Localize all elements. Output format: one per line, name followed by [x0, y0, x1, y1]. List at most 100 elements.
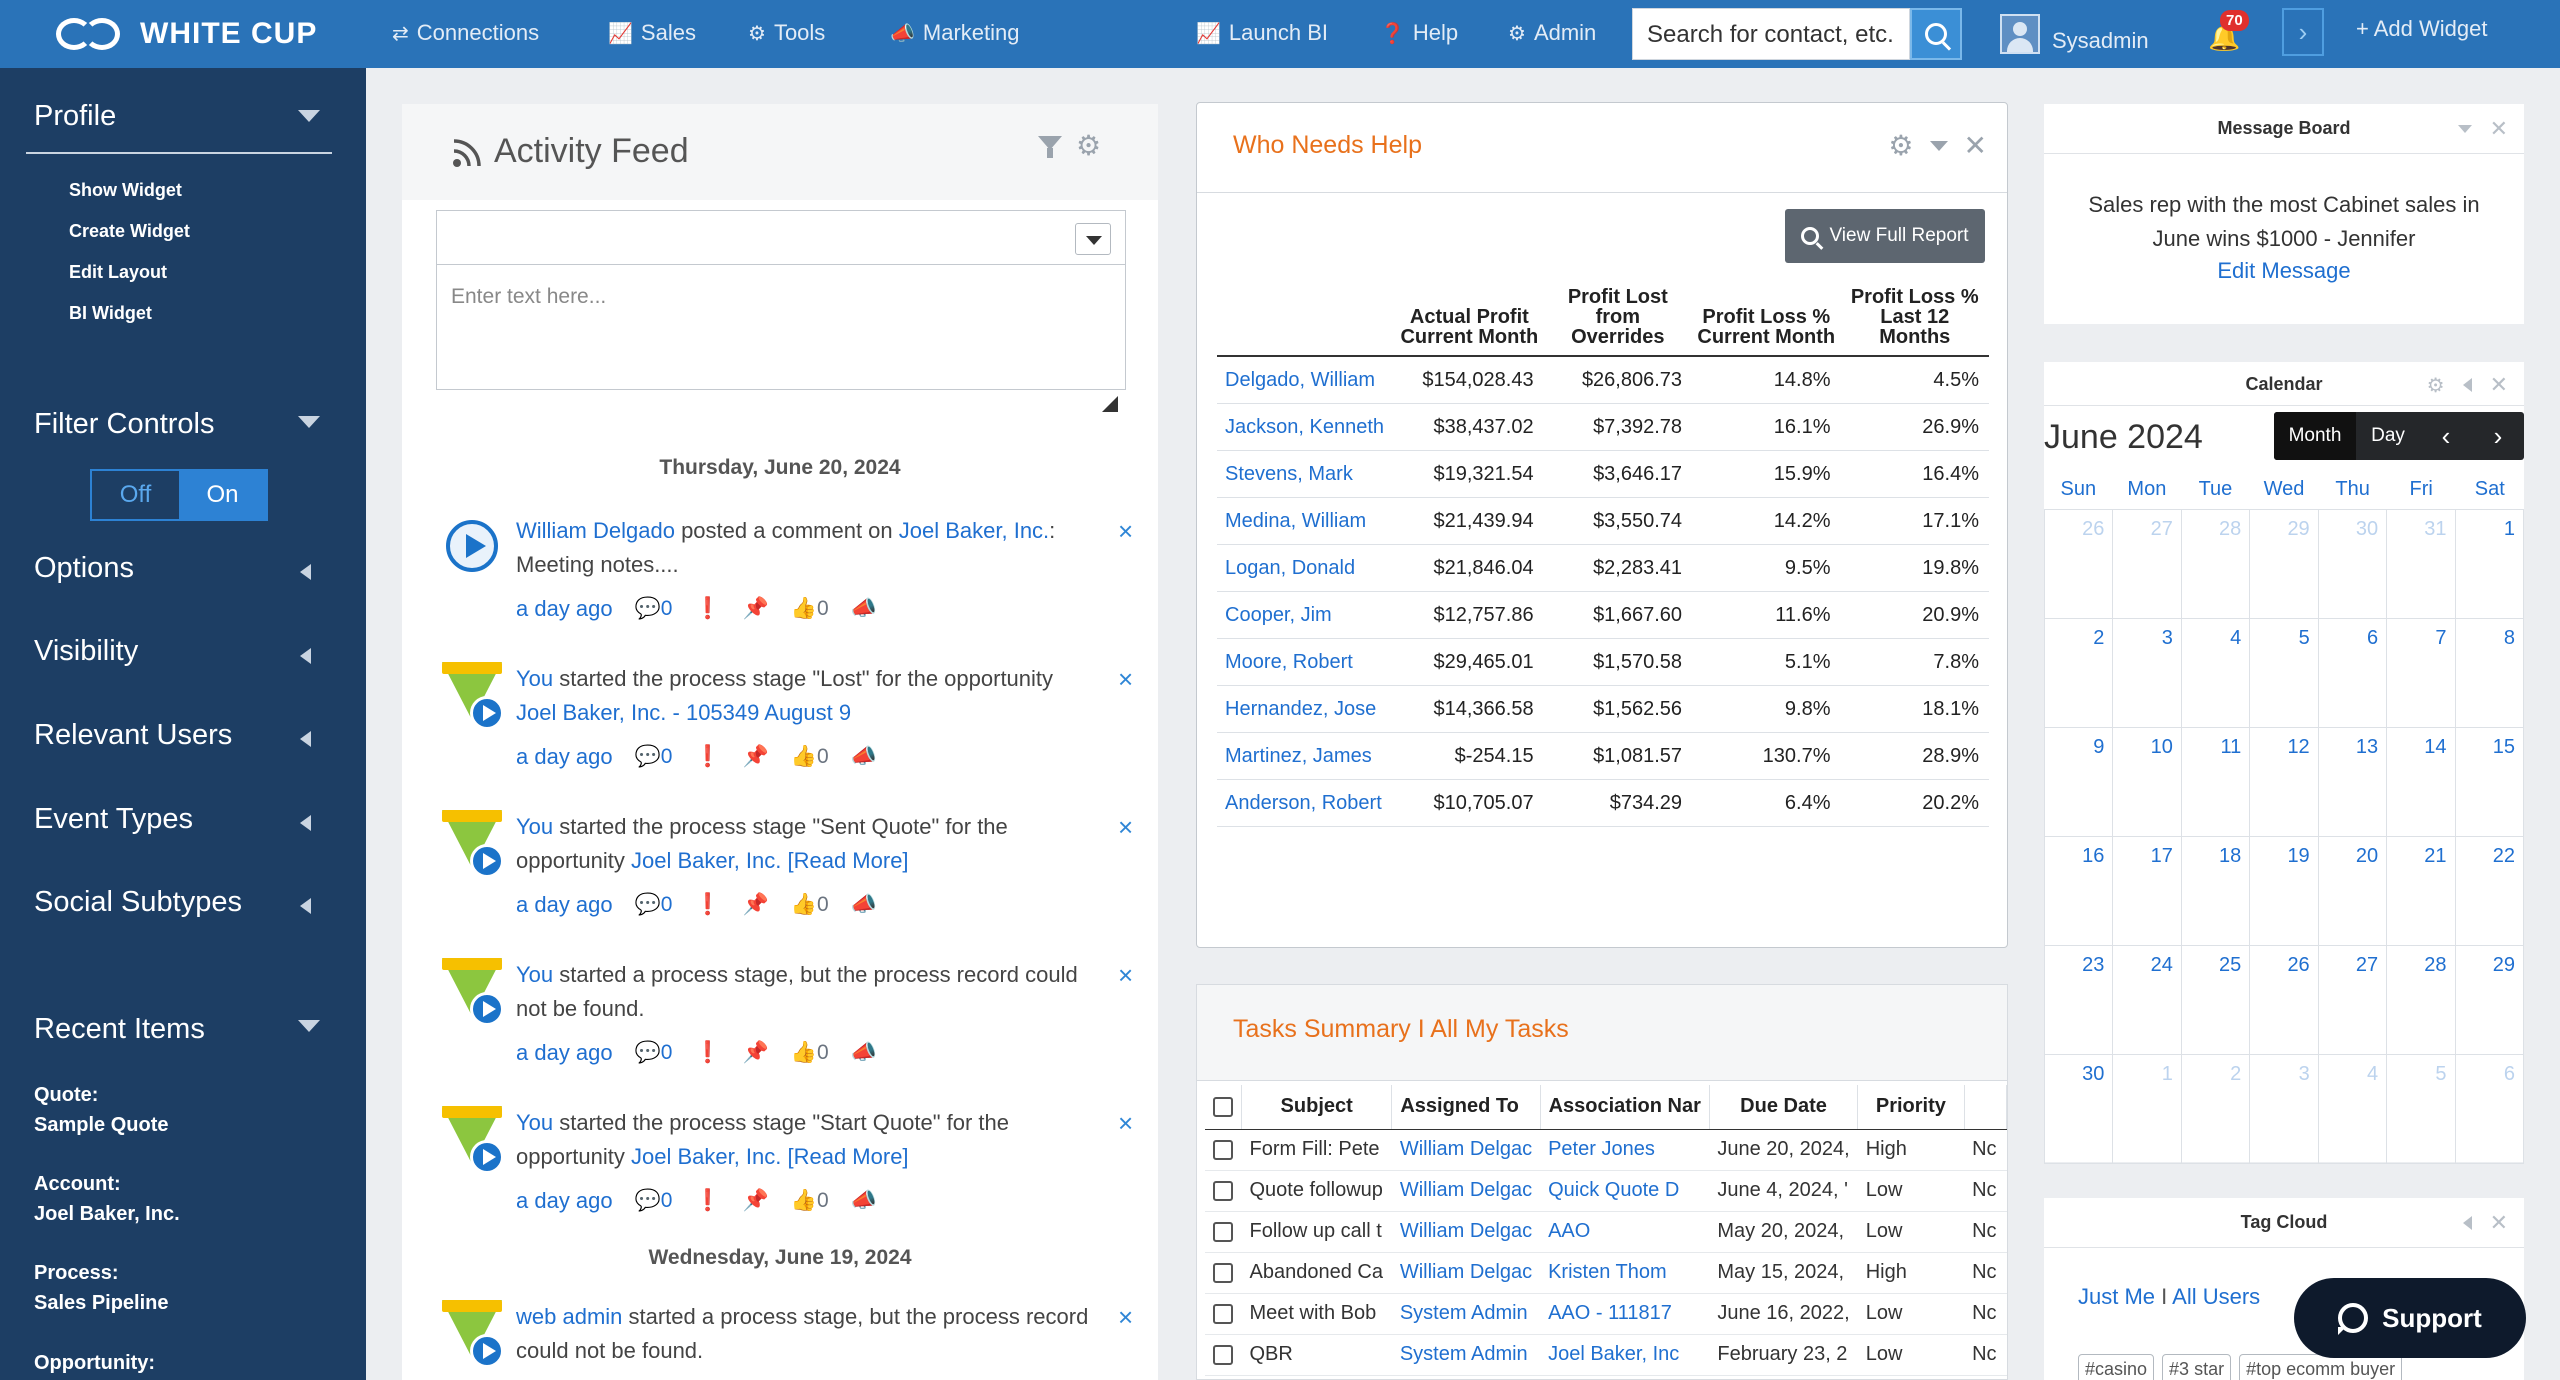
- calendar-day-cell[interactable]: 27: [2319, 946, 2388, 1054]
- post-textarea[interactable]: Enter text here...: [436, 264, 1126, 390]
- timestamp[interactable]: a day ago: [516, 744, 613, 769]
- close-icon[interactable]: ✕: [1963, 130, 1987, 161]
- pin-icon[interactable]: 📌: [742, 893, 769, 916]
- calendar-day-cell[interactable]: 10: [2113, 728, 2182, 836]
- pin-icon[interactable]: 📌: [742, 597, 769, 620]
- comment-icon[interactable]: 💬0: [634, 1189, 673, 1212]
- assignee-link[interactable]: William Delgac: [1391, 1252, 1541, 1294]
- megaphone-icon[interactable]: 📣: [850, 597, 877, 620]
- feed-actor-link[interactable]: You: [516, 814, 554, 839]
- timestamp[interactable]: a day ago: [516, 1188, 613, 1213]
- calendar-day-cell[interactable]: 6: [2319, 619, 2388, 727]
- calendar-day-cell[interactable]: 25: [2182, 946, 2251, 1054]
- thumbs-up-icon[interactable]: 👍0: [790, 597, 829, 620]
- recent-item[interactable]: Account: Joel Baker, Inc.: [34, 1173, 180, 1225]
- chevron-right-icon[interactable]: ›: [2282, 8, 2324, 56]
- megaphone-icon[interactable]: 📣: [850, 893, 877, 916]
- rep-name-link[interactable]: Stevens, Mark: [1217, 450, 1396, 498]
- assignee-link[interactable]: System Admin: [1391, 1334, 1541, 1376]
- sidebar-profile-header[interactable]: Profile: [34, 100, 117, 132]
- sidebar-section-relevant-users[interactable]: Relevant Users: [34, 719, 233, 751]
- assignee-link[interactable]: William Delgac: [1391, 1170, 1541, 1212]
- row-checkbox[interactable]: [1205, 1170, 1242, 1212]
- caret-left-icon[interactable]: [300, 898, 311, 914]
- prev-month-button[interactable]: ‹: [2441, 420, 2451, 451]
- feed-actor-link[interactable]: William Delgado: [516, 518, 675, 543]
- close-icon[interactable]: ✕: [2489, 1210, 2508, 1235]
- calendar-day-cell[interactable]: 26: [2044, 510, 2114, 618]
- column-header[interactable]: Due Date: [1709, 1085, 1859, 1130]
- add-widget-button[interactable]: + Add Widget: [2356, 16, 2488, 41]
- nav-tools[interactable]: ⚙ Tools: [748, 20, 826, 45]
- gear-icon[interactable]: ⚙: [2426, 374, 2445, 397]
- megaphone-icon[interactable]: 📣: [850, 745, 877, 768]
- rep-name-link[interactable]: Cooper, Jim: [1217, 591, 1396, 639]
- column-header[interactable]: Subject: [1241, 1085, 1393, 1130]
- edit-message-link[interactable]: Edit Message: [2217, 258, 2351, 283]
- support-button[interactable]: Support: [2294, 1278, 2526, 1358]
- view-full-report-button[interactable]: View Full Report: [1785, 209, 1985, 263]
- calendar-day-cell[interactable]: 28: [2387, 946, 2456, 1054]
- column-header[interactable]: Association Nar: [1540, 1085, 1710, 1130]
- timestamp[interactable]: a day ago: [516, 892, 613, 917]
- sidebar-filter-controls-header[interactable]: Filter Controls: [34, 408, 215, 440]
- feed-target-link[interactable]: Joel Baker, Inc. - 105349 August 9: [516, 700, 852, 725]
- column-header[interactable]: Assigned To: [1391, 1085, 1541, 1130]
- calendar-day-cell[interactable]: 30: [2044, 1055, 2114, 1163]
- post-type-select[interactable]: [436, 210, 1126, 264]
- caret-left-icon[interactable]: [300, 815, 311, 831]
- thumbs-up-icon[interactable]: 👍0: [790, 1041, 829, 1064]
- sidebar-link-show-widget[interactable]: Show Widget: [69, 180, 182, 200]
- close-icon[interactable]: ×: [1118, 960, 1134, 990]
- rep-name-link[interactable]: Martinez, James: [1217, 732, 1396, 780]
- alert-icon[interactable]: ❗: [694, 1041, 721, 1064]
- timestamp[interactable]: a day ago: [516, 596, 613, 621]
- column-header[interactable]: Priority: [1857, 1085, 1965, 1130]
- sidebar-recent-items-header[interactable]: Recent Items: [34, 1013, 205, 1045]
- nav-help[interactable]: ❓ Help: [1380, 20, 1459, 45]
- next-month-button[interactable]: ›: [2493, 420, 2503, 451]
- association-link[interactable]: AAO: [1540, 1211, 1710, 1253]
- tag[interactable]: #3 star: [2162, 1354, 2232, 1380]
- sidebar-section-social-subtypes[interactable]: Social Subtypes: [34, 886, 242, 918]
- user-name[interactable]: Sysadmin: [2052, 28, 2149, 53]
- calendar-day-cell[interactable]: 26: [2250, 946, 2319, 1054]
- timestamp[interactable]: a day ago: [516, 1040, 613, 1065]
- calendar-day-cell[interactable]: 17: [2113, 837, 2182, 945]
- assignee-link[interactable]: William Delgac: [1391, 1129, 1541, 1171]
- calendar-day-cell[interactable]: 5: [2387, 1055, 2456, 1163]
- filter-on-button[interactable]: On: [179, 471, 266, 519]
- row-checkbox[interactable]: [1205, 1293, 1242, 1335]
- filter-off-button[interactable]: Off: [92, 471, 179, 519]
- calendar-day-cell[interactable]: 5: [2250, 619, 2319, 727]
- calendar-day-cell[interactable]: 21: [2387, 837, 2456, 945]
- association-link[interactable]: Quick Quote D: [1540, 1170, 1710, 1212]
- rep-name-link[interactable]: Jackson, Kenneth: [1217, 403, 1396, 451]
- rep-name-link[interactable]: Medina, William: [1217, 497, 1396, 545]
- calendar-day-cell[interactable]: 30: [2319, 510, 2388, 618]
- rep-name-link[interactable]: Anderson, Robert: [1217, 779, 1396, 827]
- calendar-day-cell[interactable]: 24: [2113, 946, 2182, 1054]
- calendar-day-cell[interactable]: 3: [2113, 619, 2182, 727]
- comment-icon[interactable]: 💬0: [634, 893, 673, 916]
- calendar-day-cell[interactable]: 11: [2182, 728, 2251, 836]
- comment-icon[interactable]: 💬0: [634, 597, 673, 620]
- column-header[interactable]: [1964, 1085, 2008, 1130]
- close-icon[interactable]: ×: [1118, 1302, 1134, 1332]
- calendar-day-cell[interactable]: 1: [2456, 510, 2524, 618]
- calendar-day-cell[interactable]: 27: [2113, 510, 2182, 618]
- row-checkbox[interactable]: [1205, 1334, 1242, 1376]
- sidebar-section-event-types[interactable]: Event Types: [34, 803, 194, 835]
- calendar-day-cell[interactable]: 4: [2182, 619, 2251, 727]
- calendar-day-cell[interactable]: 4: [2319, 1055, 2388, 1163]
- comment-icon[interactable]: 💬0: [634, 745, 673, 768]
- alert-icon[interactable]: ❗: [694, 597, 721, 620]
- calendar-day-cell[interactable]: 19: [2250, 837, 2319, 945]
- rep-name-link[interactable]: Hernandez, Jose: [1217, 685, 1396, 733]
- calendar-day-cell[interactable]: 8: [2456, 619, 2524, 727]
- select-all-checkbox[interactable]: [1205, 1085, 1242, 1130]
- megaphone-icon[interactable]: 📣: [850, 1189, 877, 1212]
- gear-icon[interactable]: ⚙: [1076, 130, 1102, 161]
- chevron-down-icon[interactable]: [1929, 140, 1948, 151]
- caret-left-icon[interactable]: [2462, 1216, 2472, 1230]
